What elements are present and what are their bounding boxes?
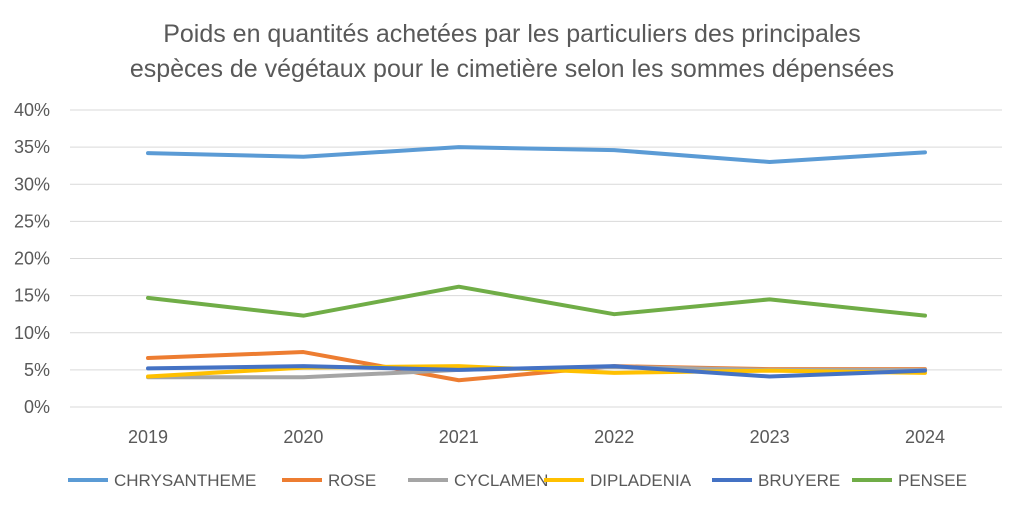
chart-title-line-2: espèces de végétaux pour le cimetière se…: [130, 55, 894, 83]
legend-label: CYCLAMEN: [454, 471, 548, 490]
legend-label: CHRYSANTHEME: [114, 471, 256, 490]
x-tick-label: 2024: [905, 427, 945, 447]
x-tick-label: 2019: [128, 427, 168, 447]
y-tick-label: 30%: [14, 174, 50, 194]
legend-label: BRUYERE: [758, 471, 840, 490]
y-tick-label: 40%: [14, 100, 50, 120]
y-tick-label: 20%: [14, 249, 50, 269]
series-line-chrysantheme: [146, 145, 927, 164]
x-tick-label: 2022: [594, 427, 634, 447]
y-tick-label: 0%: [24, 397, 50, 417]
legend-label: DIPLADENIA: [590, 471, 692, 490]
series-line-pensee: [146, 284, 927, 318]
y-tick-label: 35%: [14, 137, 50, 157]
y-tick-label: 15%: [14, 286, 50, 306]
legend-label: ROSE: [328, 471, 376, 490]
y-tick-label: 5%: [24, 360, 50, 380]
x-tick-label: 2020: [283, 427, 323, 447]
x-tick-label: 2021: [439, 427, 479, 447]
series-line-bruyere: [146, 364, 927, 379]
y-tick-label: 10%: [14, 323, 50, 343]
x-tick-label: 2023: [750, 427, 790, 447]
y-tick-label: 25%: [14, 211, 50, 231]
chart-title-line-1: Poids en quantités achetées par les part…: [163, 20, 861, 48]
legend-label: PENSEE: [898, 471, 967, 490]
